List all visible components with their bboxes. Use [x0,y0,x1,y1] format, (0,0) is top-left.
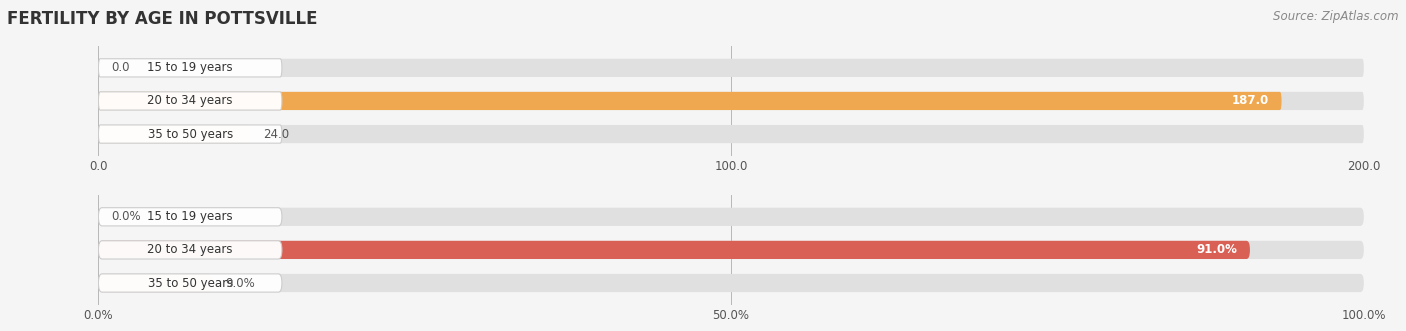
Text: 15 to 19 years: 15 to 19 years [148,61,233,74]
FancyBboxPatch shape [98,92,1282,110]
Text: 15 to 19 years: 15 to 19 years [148,210,233,223]
FancyBboxPatch shape [98,241,281,259]
FancyBboxPatch shape [98,241,1250,259]
Text: FERTILITY BY AGE IN POTTSVILLE: FERTILITY BY AGE IN POTTSVILLE [7,10,318,28]
FancyBboxPatch shape [98,208,1364,226]
Text: 187.0: 187.0 [1232,94,1268,108]
FancyBboxPatch shape [98,274,1364,292]
FancyBboxPatch shape [98,208,281,226]
FancyBboxPatch shape [98,92,1364,110]
FancyBboxPatch shape [98,274,212,292]
Text: 20 to 34 years: 20 to 34 years [148,94,233,108]
Text: 20 to 34 years: 20 to 34 years [148,243,233,257]
FancyBboxPatch shape [98,59,1364,77]
Text: 35 to 50 years: 35 to 50 years [148,127,233,141]
Text: 9.0%: 9.0% [225,276,254,290]
Text: 0.0: 0.0 [111,61,129,74]
FancyBboxPatch shape [98,125,1364,143]
FancyBboxPatch shape [98,274,281,292]
FancyBboxPatch shape [98,125,250,143]
Text: 24.0: 24.0 [263,127,290,141]
FancyBboxPatch shape [98,241,1364,259]
Text: 0.0%: 0.0% [111,210,141,223]
Text: 35 to 50 years: 35 to 50 years [148,276,233,290]
FancyBboxPatch shape [98,92,281,110]
FancyBboxPatch shape [98,125,281,143]
FancyBboxPatch shape [98,59,281,77]
Text: Source: ZipAtlas.com: Source: ZipAtlas.com [1274,10,1399,23]
Text: 91.0%: 91.0% [1197,243,1237,257]
